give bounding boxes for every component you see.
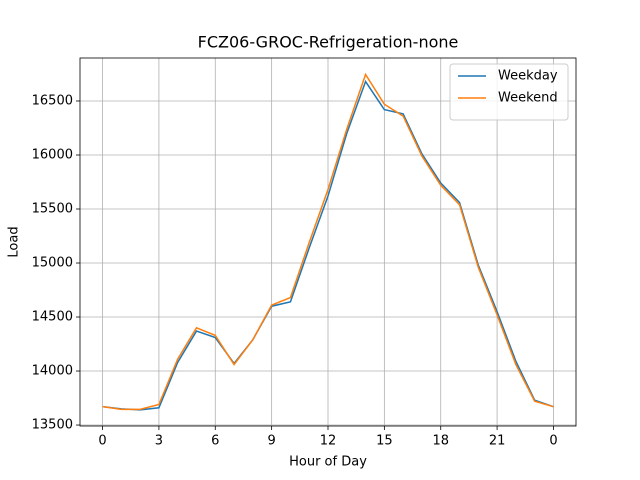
x-tick-label: 12: [320, 434, 337, 449]
x-tick-label: 9: [267, 434, 275, 449]
y-tick-label: 15000: [32, 256, 73, 271]
x-tick-label: 15: [376, 434, 393, 449]
y-tick-label: 16000: [32, 147, 73, 162]
line-series: [102, 72, 554, 411]
x-tick-label: 21: [489, 434, 506, 449]
x-tick-label: 0: [549, 434, 557, 449]
y-tick-label: 14500: [32, 310, 73, 325]
legend-label: Weekday: [498, 69, 558, 84]
y-tick-label: 16500: [32, 93, 73, 108]
y-tick-label: 14000: [32, 364, 73, 379]
chart-title: FCZ06-GROC-Refrigeration-none: [198, 33, 459, 52]
y-axis-label: Load: [7, 226, 22, 257]
y-tick-label: 13500: [32, 418, 73, 433]
x-tick-label: 0: [98, 434, 106, 449]
x-tick-label: 18: [432, 434, 449, 449]
x-tick-label: 3: [155, 434, 163, 449]
plot-frame: [79, 57, 577, 427]
legend-box: [449, 63, 569, 121]
x-axis-label: Hour of Day: [289, 455, 367, 470]
legend-label: Weekend: [498, 91, 558, 106]
y-tick-label: 15500: [32, 202, 73, 217]
x-tick-label: 6: [211, 434, 219, 449]
